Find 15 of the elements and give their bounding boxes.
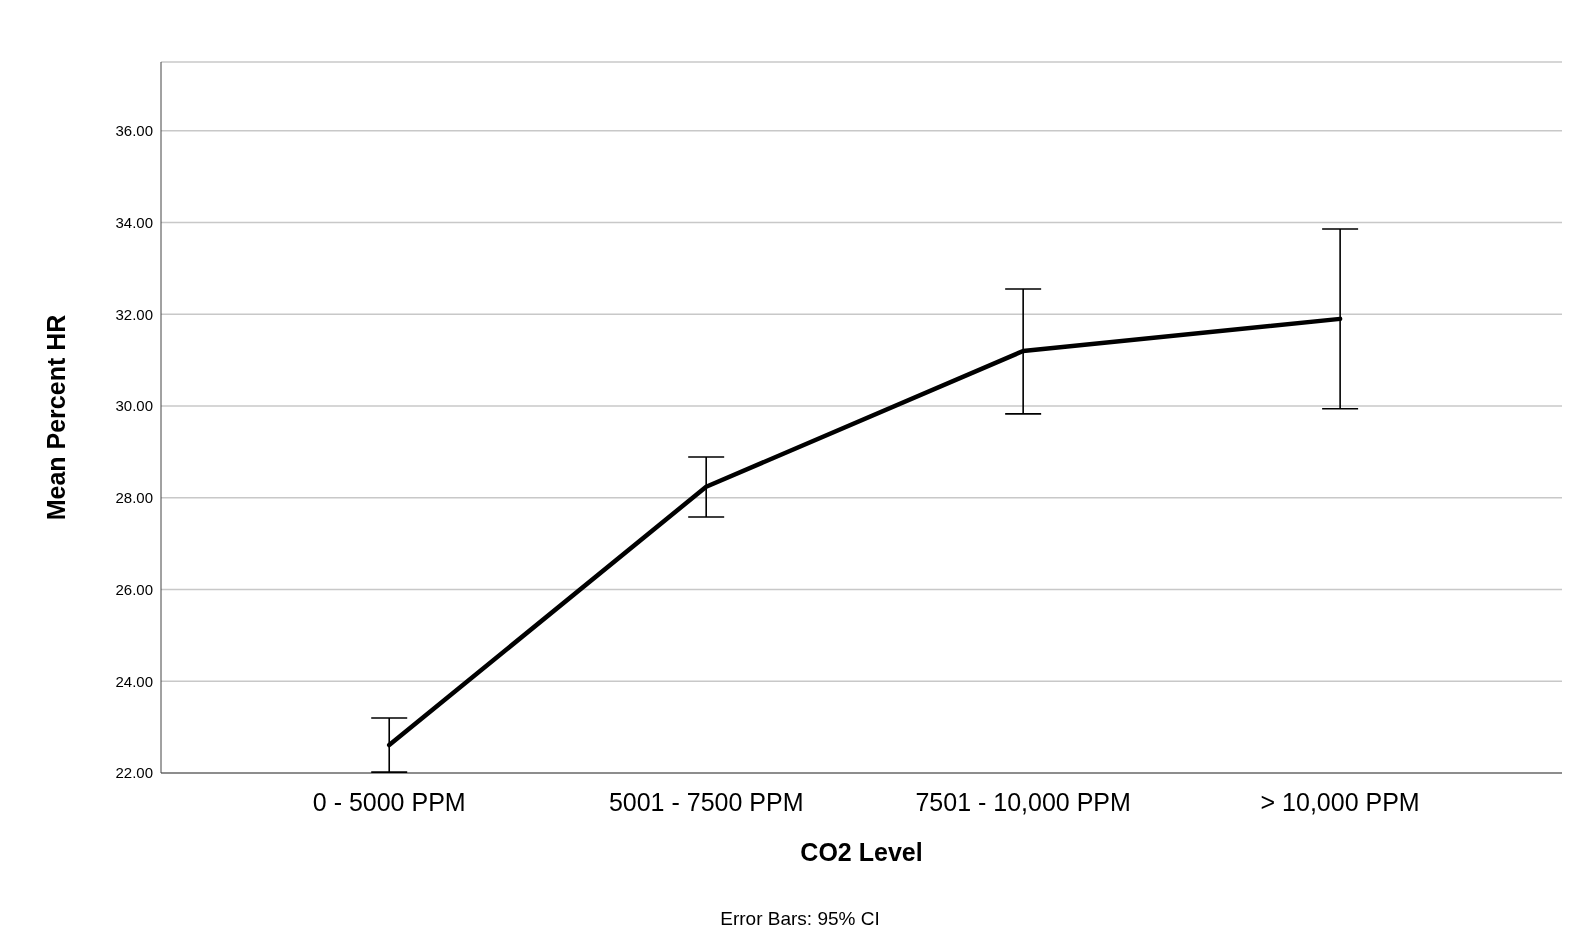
y-tick-label: 28.00 bbox=[115, 489, 153, 507]
y-tick-label: 36.00 bbox=[115, 122, 153, 140]
y-tick-label: 34.00 bbox=[115, 213, 153, 231]
x-tick-label: 0 - 5000 PPM bbox=[312, 787, 466, 816]
x-tick-label: > 10,000 PPM bbox=[1260, 787, 1420, 816]
y-tick-label: 32.00 bbox=[115, 305, 153, 323]
y-tick-label: 22.00 bbox=[115, 764, 153, 782]
y-tick-label: 24.00 bbox=[115, 672, 153, 690]
text: Error Bars: 95% CI bbox=[719, 908, 881, 930]
x-tick-label: 7501 - 10,000 PPM bbox=[915, 787, 1131, 816]
x-axis-title: CO2 Level bbox=[800, 837, 923, 866]
x-tick-label: 5001 - 7500 PPM bbox=[608, 787, 804, 816]
y-axis-title: Mean Percent HR bbox=[41, 314, 70, 521]
y-tick-label: 30.00 bbox=[115, 397, 153, 415]
y-tick-label: 26.00 bbox=[115, 580, 153, 598]
